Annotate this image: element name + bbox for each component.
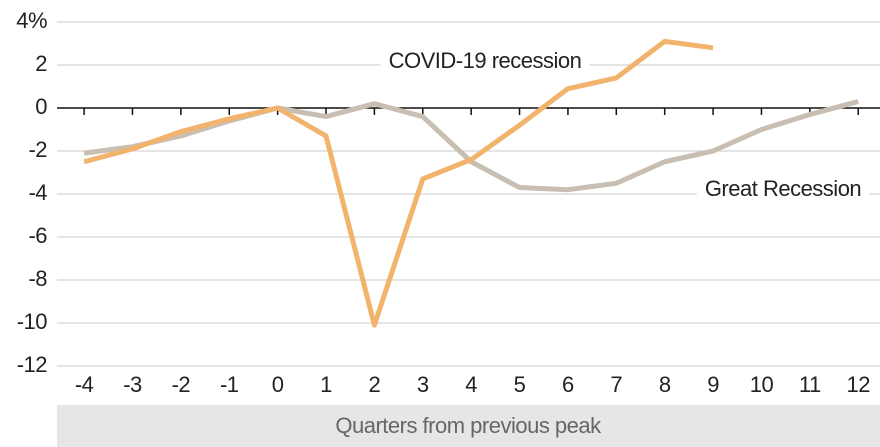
label-background: [380, 47, 590, 73]
x-tick-label: -3: [123, 372, 142, 397]
x-tick-label: 4: [465, 372, 477, 397]
x-tick-label: 9: [707, 372, 719, 397]
x-tick-label: 7: [610, 372, 622, 397]
x-tick-label: 0: [272, 372, 284, 397]
x-tick-label: 11: [799, 372, 821, 397]
series-line: [83, 38, 714, 328]
y-tick-label: -4: [28, 180, 47, 205]
y-tick-label: 0: [35, 94, 47, 119]
series-label: Great Recession: [705, 176, 861, 201]
x-tick-label: 6: [562, 372, 574, 397]
x-tick-label: 3: [417, 372, 429, 397]
x-tick-label: 2: [369, 372, 381, 397]
y-tick-label: -8: [28, 266, 47, 291]
y-tick-label: -2: [28, 137, 47, 162]
series-label: COVID-19 recession: [389, 48, 582, 73]
label-background: [696, 175, 870, 201]
x-tick-label: 1: [320, 372, 332, 397]
x-tick-label: -1: [220, 372, 239, 397]
y-tick-label: 4%: [16, 8, 47, 33]
x-axis-band: [57, 405, 880, 447]
x-tick-label: 5: [514, 372, 526, 397]
x-tick-label: 10: [750, 372, 774, 397]
y-tick-label: 2: [35, 51, 47, 76]
x-tick-label: 12: [846, 372, 870, 397]
x-tick-label: -4: [75, 372, 94, 397]
y-tick-label: -6: [28, 223, 47, 248]
x-tick-label: -2: [172, 372, 191, 397]
x-tick-label: 8: [659, 372, 671, 397]
y-tick-label: -12: [17, 352, 48, 377]
y-tick-label: -10: [17, 309, 48, 334]
x-axis-label: Quarters from previous peak: [335, 413, 602, 438]
